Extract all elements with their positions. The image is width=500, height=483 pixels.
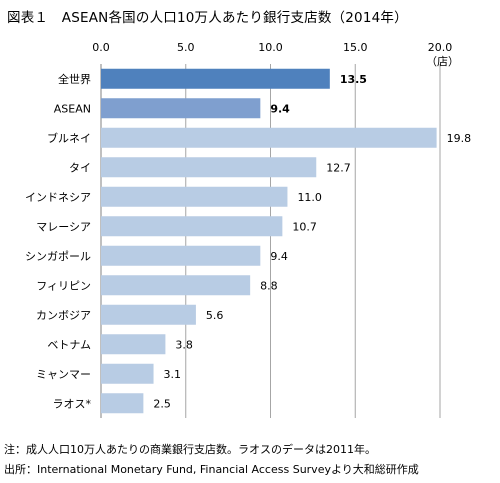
- x-axis-ticks: 0.0 5.0 10.0 15.0 20.0: [92, 41, 452, 54]
- x-tick-label: 20.0: [428, 41, 453, 54]
- category-label: インドネシア: [25, 191, 91, 204]
- bars: [101, 68, 437, 414]
- value-label: 11.0: [297, 191, 322, 204]
- category-label: ASEAN: [54, 102, 91, 115]
- value-label: 9.4: [270, 250, 288, 263]
- bar: [101, 127, 437, 148]
- x-tick-label: 15.0: [343, 41, 368, 54]
- bar: [101, 157, 317, 178]
- value-labels: 13.5 9.4 19.8 12.7 11.0 10.7 9.4 8.8 5.6 3.8 3.1 2.…: [153, 73, 471, 411]
- category-label: マレーシア: [36, 220, 91, 233]
- gridlines: [100, 64, 441, 418]
- bar: [101, 334, 166, 355]
- category-label: タイ: [69, 161, 91, 174]
- category-label: ブルネイ: [47, 131, 91, 145]
- chart-title: 図表１ ASEAN各国の人口10万人あたり銀行支店数（2014年）: [7, 10, 408, 26]
- value-label: 13.5: [340, 73, 367, 86]
- category-label: ラオス*: [53, 397, 92, 410]
- source-note: 出所：International Monetary Fund, Financia…: [4, 463, 419, 476]
- value-label: 3.8: [175, 338, 193, 351]
- bar: [101, 98, 261, 119]
- bar: [101, 216, 283, 237]
- category-label: ミャンマー: [36, 368, 91, 381]
- value-label: 9.4: [270, 102, 290, 115]
- footnote: 注：成人人口10万人あたりの商業銀行支店数。ラオスのデータは2011年。: [4, 443, 376, 456]
- value-label: 10.7: [292, 220, 317, 233]
- bar: [101, 186, 288, 207]
- bar: [101, 245, 261, 266]
- category-label: 全世界: [58, 72, 91, 86]
- value-label: 3.1: [164, 368, 182, 381]
- bar: [101, 68, 330, 89]
- category-label: シンガポール: [25, 250, 91, 263]
- category-label: フィリピン: [36, 279, 91, 292]
- x-tick-label: 0.0: [92, 41, 110, 54]
- category-label: カンボジア: [36, 309, 91, 322]
- value-label: 12.7: [326, 161, 351, 174]
- x-axis-unit: （店）: [426, 54, 459, 68]
- bar: [101, 363, 154, 384]
- bar: [101, 275, 251, 296]
- x-tick-label: 5.0: [177, 41, 195, 54]
- bar: [101, 304, 196, 325]
- value-label: 8.8: [260, 279, 278, 292]
- category-label: ベトナム: [47, 338, 91, 351]
- value-label: 2.5: [153, 397, 171, 410]
- bar: [101, 393, 144, 414]
- category-labels: 全世界 ASEAN ブルネイタイインドネシアマレーシアシンガポールフィリピンカンボジ…: [25, 72, 91, 411]
- value-label: 5.6: [206, 309, 224, 322]
- value-label: 19.8: [447, 132, 472, 145]
- x-tick-label: 10.0: [258, 41, 283, 54]
